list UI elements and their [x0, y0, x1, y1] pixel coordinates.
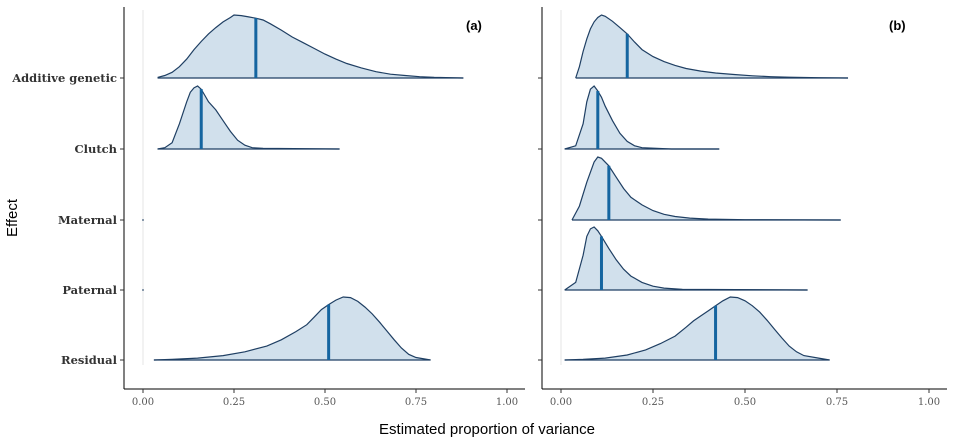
y-category-label: Clutch	[74, 142, 117, 156]
density-fill	[564, 297, 830, 360]
x-tick-label: 0.25	[642, 397, 664, 408]
ridge-additive-genetic	[575, 14, 849, 79]
x-tick-label: 0.25	[223, 397, 245, 408]
y-category-label: Paternal	[62, 283, 117, 297]
ridge-residual	[564, 296, 830, 361]
density-fill	[575, 15, 849, 78]
panel-b: 0.00 0.25 0.50 0.75 1.00 (b)	[538, 7, 947, 408]
panel-a: 0.00 0.25 0.50 0.75 1.00 (a)	[120, 7, 525, 408]
density-fill	[564, 227, 808, 290]
panel-tag: (a)	[466, 18, 482, 33]
ridge-paternal	[564, 226, 808, 291]
density-outline	[571, 156, 841, 221]
density-outline	[157, 14, 464, 79]
y-axis-category-labels: Additive genetic Clutch Maternal Paternal Re…	[11, 71, 117, 367]
density-fill	[572, 157, 841, 220]
density-outline	[575, 14, 849, 79]
density-fill	[564, 86, 720, 149]
x-tick-label: 0.50	[314, 397, 336, 408]
panel-tag: (b)	[889, 18, 906, 33]
x-tick-label: 0.00	[550, 397, 572, 408]
x-tick-label: 1.00	[496, 397, 518, 408]
y-category-label: Maternal	[58, 213, 118, 227]
y-category-label: Residual	[61, 353, 118, 367]
x-tick-label: 0.50	[734, 397, 756, 408]
x-tick-label: 1.00	[918, 397, 940, 408]
ridge-maternal	[571, 156, 841, 221]
x-tick-label: 0.75	[405, 397, 427, 408]
density-outline	[157, 85, 340, 150]
y-axis-title: Effect	[4, 198, 21, 237]
x-axis-title: Estimated proportion of variance	[379, 421, 595, 438]
density-outline	[153, 296, 431, 361]
y-category-label: Additive genetic	[11, 71, 117, 85]
ridge-residual	[153, 296, 431, 361]
density-fill	[153, 297, 431, 360]
ridge-clutch	[564, 85, 720, 150]
x-tick-label: 0.75	[826, 397, 848, 408]
ridge-additive-genetic	[157, 14, 464, 79]
x-tick-label: 0.00	[132, 397, 154, 408]
density-outline	[564, 296, 830, 361]
density-fill	[157, 86, 340, 149]
density-outline	[564, 226, 808, 291]
ridge-clutch	[157, 85, 340, 150]
density-outline	[564, 85, 720, 150]
